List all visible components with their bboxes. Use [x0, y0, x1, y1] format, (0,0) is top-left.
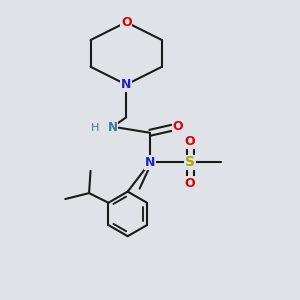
Text: N: N	[121, 78, 131, 91]
Text: S: S	[185, 155, 195, 170]
Text: N: N	[108, 121, 118, 134]
Text: O: O	[185, 177, 195, 190]
Text: O: O	[185, 135, 195, 148]
Text: H: H	[91, 123, 99, 133]
Text: N: N	[145, 156, 155, 169]
Text: O: O	[172, 120, 183, 133]
Text: O: O	[121, 16, 131, 29]
